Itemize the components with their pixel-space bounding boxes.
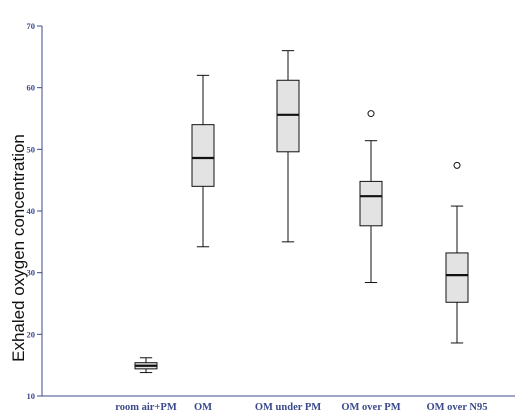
x-label-1: room air+PM [115, 402, 177, 413]
y-tick-label-70: 70 [27, 21, 36, 31]
iqr-box [445, 252, 469, 303]
box-5 [445, 161, 469, 344]
y-tick-label-10: 10 [27, 391, 36, 401]
y-axis-title: Exhaled oxygen concentration [9, 134, 28, 362]
y-tick-label-60: 60 [27, 83, 36, 93]
outlier-1 [453, 161, 461, 169]
y-tick-label-50: 50 [27, 144, 36, 154]
y-tick-label-30: 30 [27, 268, 36, 278]
x-label-2: OM [194, 402, 212, 413]
x-label-4: OM over PM [341, 402, 400, 413]
box-2 [191, 74, 215, 248]
x-axis-labels: room air+PM OM OM under PM OM over PM OM ove… [115, 402, 487, 413]
y-axis-ticks: 10 20 30 40 50 60 70 [27, 21, 42, 401]
box-1 [134, 357, 158, 374]
outlier-1 [367, 110, 375, 118]
y-tick-label-40: 40 [27, 206, 36, 216]
iqr-box [191, 124, 215, 187]
x-label-5: OM over N95 [426, 402, 487, 413]
box-3 [276, 50, 300, 243]
x-label-3: OM under PM [255, 402, 321, 413]
iqr-box [276, 79, 300, 153]
box-4 [359, 110, 383, 284]
y-tick-label-20: 20 [27, 329, 36, 339]
boxes [134, 50, 469, 374]
iqr-box [359, 180, 383, 227]
